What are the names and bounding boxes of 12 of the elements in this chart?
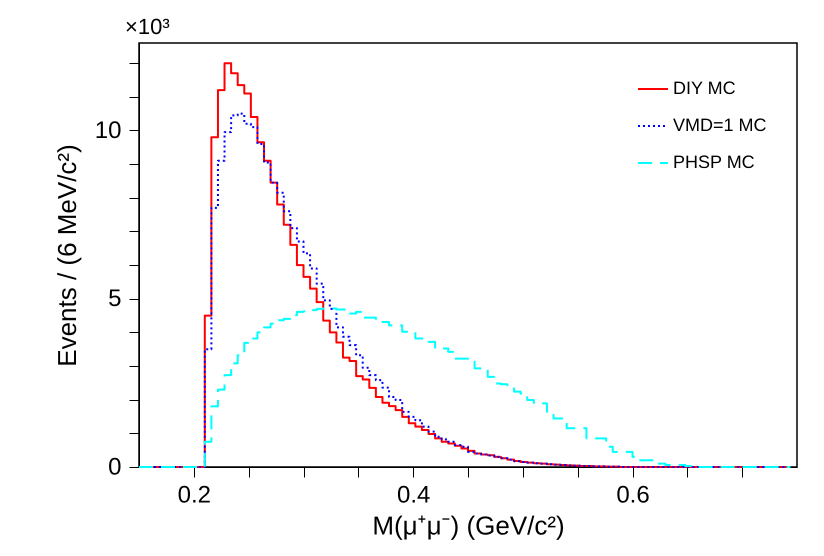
y-tick-label: 0 <box>108 454 122 480</box>
x-tick-label: 0.6 <box>616 482 650 508</box>
x-tick-label: 0.2 <box>178 482 212 508</box>
y-tick-label: 5 <box>108 285 122 312</box>
x-tick-label: 0.4 <box>396 482 430 508</box>
y-tick-label: 10 <box>94 116 122 144</box>
text: ×10³ <box>125 14 170 39</box>
legend-label: PHSP MC <box>673 152 755 172</box>
y-axis-title: Events / (6 MeV/c²) <box>52 144 82 367</box>
legend-label: VMD=1 MC <box>673 115 767 135</box>
x-axis-title: M(μ⁺μ⁻) (GeV/c²) <box>372 510 565 540</box>
legend-label: DIY MC <box>673 78 736 98</box>
